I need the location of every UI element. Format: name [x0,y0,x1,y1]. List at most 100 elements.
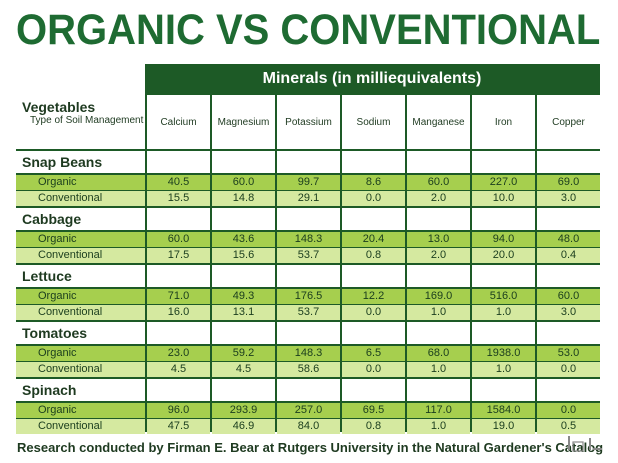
minerals-table: Minerals (in milliequivalents) Vegetable… [16,64,600,435]
table-row: Organic 96.0 293.9 257.0 69.5 117.0 1584.0 0.0 [16,403,600,418]
value-cell: 6.5 [342,346,405,361]
value-cell: 14.8 [212,191,275,206]
group-header-blank [212,265,275,287]
value-cell: 49.3 [212,289,275,304]
group-header-blank [277,208,340,230]
group-header-blank [212,151,275,173]
value-cell: 60.0 [537,289,600,304]
column-header-magnesium: Magnesium [212,95,275,149]
group-header-blank [472,151,535,173]
group-header-blank [537,322,600,344]
value-cell: 1.0 [407,362,470,377]
group-header-blank [147,151,210,173]
table-row: Conventional 16.0 13.1 53.7 0.0 1.0 1.0 3.0 [16,305,600,320]
group-header-blank [537,151,600,173]
row-header: Vegetables Type of Soil Management [16,95,145,149]
group-header-blank [407,151,470,173]
vegetable-group: Spinach Organic 96.0 293.9 257.0 69.5 117.0 158… [16,379,600,435]
value-cell: 176.5 [277,289,340,304]
vegetable-name: Tomatoes [16,322,145,344]
soil-type-label: Conventional [16,362,145,377]
value-cell: 40.5 [147,175,210,190]
vegetable-name: Snap Beans [16,151,145,173]
vegetable-name: Lettuce [16,265,145,287]
vegetables-label: Vegetables [22,99,96,115]
header-corner [16,64,145,95]
value-cell: 3.0 [537,191,600,206]
value-cell: 12.2 [342,289,405,304]
table-row: Conventional 17.5 15.6 53.7 0.8 2.0 20.0 0.4 [16,248,600,263]
soil-type-label: Conventional [16,305,145,320]
value-cell: 3.0 [537,305,600,320]
vegetable-name: Cabbage [16,208,145,230]
group-header-blank [147,265,210,287]
table-row: Conventional 15.5 14.8 29.1 0.0 2.0 10.0 3.0 [16,191,600,206]
group-header-blank [212,208,275,230]
column-header-calcium: Calcium [147,95,210,149]
value-cell: 293.9 [212,403,275,418]
value-cell: 23.0 [147,346,210,361]
value-cell: 0.0 [537,403,600,418]
group-header-blank [472,322,535,344]
column-header-manganese: Manganese [407,95,470,149]
table-row: Organic 40.5 60.0 99.7 8.6 60.0 227.0 69.0 [16,175,600,190]
value-cell: 84.0 [277,419,340,434]
value-cell: 13.0 [407,232,470,247]
value-cell: 148.3 [277,232,340,247]
group-header-blank [277,379,340,401]
value-cell: 58.6 [277,362,340,377]
soil-type-label: Organic [16,175,145,190]
value-cell: 96.0 [147,403,210,418]
value-cell: 46.9 [212,419,275,434]
value-cell: 117.0 [407,403,470,418]
value-cell: 16.0 [147,305,210,320]
vegetable-group: Cabbage Organic 60.0 43.6 148.3 20.4 13.0 94.0 4… [16,208,600,264]
group-header-blank [277,265,340,287]
soil-type-label: Organic [16,289,145,304]
group-header-blank [212,322,275,344]
group-header-blank [407,265,470,287]
value-cell: 53.7 [277,248,340,263]
group-header-blank [537,265,600,287]
group-header-blank [342,151,405,173]
value-cell: 53.0 [537,346,600,361]
value-cell: 60.0 [212,175,275,190]
group-header-blank [342,208,405,230]
page-title: ORGANIC VS CONVENTIONAL [16,6,601,54]
column-header-sodium: Sodium [342,95,405,149]
table-row: Organic 60.0 43.6 148.3 20.4 13.0 94.0 48.0 [16,232,600,247]
value-cell: 68.0 [407,346,470,361]
soil-type-label: Organic [16,346,145,361]
value-cell: 0.0 [342,191,405,206]
value-cell: 2.0 [407,248,470,263]
group-header-blank [147,322,210,344]
value-cell: 1.0 [407,419,470,434]
value-cell: 94.0 [472,232,535,247]
value-cell: 15.5 [147,191,210,206]
table-row: Conventional 47.5 46.9 84.0 0.8 1.0 19.0 0.5 [16,419,600,434]
soil-type-label: Conventional [16,191,145,206]
source-footer: Research conducted by Firman E. Bear at … [17,440,604,455]
value-cell: 8.6 [342,175,405,190]
group-header-blank [407,322,470,344]
value-cell: 47.5 [147,419,210,434]
group-header-blank [342,322,405,344]
value-cell: 0.0 [342,305,405,320]
value-cell: 4.5 [212,362,275,377]
watermark-icon [568,436,602,452]
value-cell: 71.0 [147,289,210,304]
group-header-blank [277,322,340,344]
value-cell: 69.5 [342,403,405,418]
value-cell: 1938.0 [472,346,535,361]
value-cell: 148.3 [277,346,340,361]
column-header-iron: Iron [472,95,535,149]
group-header-blank [147,379,210,401]
value-cell: 43.6 [212,232,275,247]
value-cell: 1.0 [472,305,535,320]
value-cell: 60.0 [147,232,210,247]
value-cell: 0.0 [537,362,600,377]
group-header-blank [212,379,275,401]
minerals-header: Minerals (in milliequivalents) [147,67,597,91]
table-row: Organic 23.0 59.2 148.3 6.5 68.0 1938.0 53.0 [16,346,600,361]
vegetable-group: Snap Beans Organic 40.5 60.0 99.7 8.6 60.0 227.… [16,151,600,207]
